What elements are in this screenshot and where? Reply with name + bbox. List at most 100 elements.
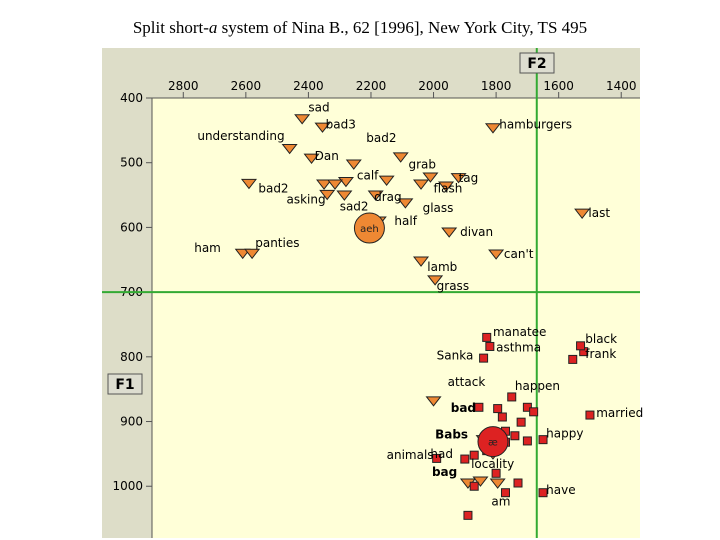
title-italic: a — [208, 18, 218, 37]
x-axis-label: F2 — [527, 56, 546, 72]
word-label: married — [596, 406, 643, 420]
word-label: black — [585, 332, 617, 346]
word-label: happy — [546, 427, 583, 441]
word-label: manatee — [493, 325, 546, 339]
lax-point — [485, 341, 495, 351]
word-label: Babs — [435, 427, 468, 441]
tense-point — [427, 275, 444, 286]
tense-point — [484, 123, 501, 134]
lax-mean-label: æ — [488, 438, 498, 449]
lax-point — [585, 410, 595, 420]
tense-point — [488, 249, 505, 260]
word-label: asking — [287, 192, 326, 206]
tense-point — [378, 175, 395, 186]
mean-markers: aeh æ — [353, 212, 509, 458]
lax-point — [576, 341, 586, 351]
lax-point — [479, 353, 489, 363]
word-label: flash — [434, 181, 463, 195]
word-label: have — [546, 483, 575, 497]
word-label: bad3 — [326, 117, 356, 131]
tense-point — [397, 198, 414, 209]
word-label: tag — [459, 171, 479, 185]
lax-point — [529, 407, 539, 417]
word-label: can't — [504, 247, 534, 261]
tense-point — [438, 181, 455, 192]
word-label: had — [430, 447, 453, 461]
lax-point — [538, 435, 548, 445]
tense-point — [574, 208, 591, 219]
y-tick-label: 400 — [120, 91, 143, 105]
lax-point — [463, 510, 473, 520]
tense-point — [244, 248, 261, 260]
word-label: hamburgers — [499, 117, 572, 131]
word-label: last — [588, 206, 610, 220]
word-label: sad2 — [340, 200, 369, 214]
lax-points — [432, 332, 595, 520]
word-label: happen — [515, 379, 560, 393]
tense-point — [294, 114, 311, 125]
lax-point — [469, 481, 479, 491]
lax-point — [568, 354, 578, 364]
tense-point — [314, 122, 331, 133]
word-label: ham — [194, 241, 221, 255]
tense-points — [234, 114, 591, 489]
x-tick-label: 2600 — [231, 79, 262, 93]
lax-point — [493, 404, 503, 414]
tense-point — [240, 178, 257, 190]
tense-point — [413, 256, 430, 267]
word-label: asthma — [496, 341, 541, 355]
f1-axis-label-box: F1 — [107, 373, 143, 395]
title-suffix: system of Nina B., 62 [1996], New York C… — [217, 18, 588, 37]
lax-point — [510, 431, 520, 441]
tense-point — [319, 189, 336, 201]
lax-point — [469, 450, 479, 460]
word-label: calf — [357, 169, 379, 183]
word-label: locality — [471, 457, 514, 471]
lax-point — [500, 488, 510, 498]
y-tick-label: 600 — [120, 220, 143, 234]
lax-point — [482, 332, 492, 342]
y-tick-label: 900 — [120, 415, 143, 429]
tense-mean-label: aeh — [360, 224, 379, 235]
lax-point — [460, 454, 470, 464]
word-label: Dan — [315, 149, 339, 163]
tense-point — [336, 190, 353, 201]
word-label: lamb — [427, 260, 457, 274]
tense-point — [326, 179, 344, 190]
y-axis-label: F1 — [115, 377, 134, 393]
lax-point — [497, 412, 507, 422]
f2-axis-label-box: F2 — [519, 52, 555, 74]
word-label: attack — [448, 375, 486, 389]
x-ticks: 2800 2600 2400 2200 2000 1800 1600 1400 — [168, 79, 637, 98]
tense-point — [392, 152, 409, 163]
lax-point — [474, 402, 484, 412]
y-tick-label: 500 — [120, 156, 143, 170]
word-label: drag — [374, 190, 402, 204]
word-label: Sanka — [437, 348, 474, 362]
word-label: bad — [451, 401, 476, 415]
tense-point — [316, 179, 333, 190]
word-label: grass — [437, 279, 469, 293]
word-label: divan — [460, 225, 493, 239]
tense-point — [413, 179, 430, 190]
lax-mean-marker — [477, 426, 509, 458]
x-tick-label: 1800 — [481, 79, 512, 93]
plot-area — [152, 98, 640, 538]
word-label: grab — [409, 158, 437, 172]
lax-point — [522, 402, 532, 412]
word-label: am — [491, 495, 510, 509]
tense-point — [425, 396, 442, 407]
x-tick-label: 1600 — [543, 79, 574, 93]
tense-point — [281, 143, 298, 155]
tense-point — [345, 159, 362, 170]
lax-point — [516, 417, 526, 427]
word-label: frank — [585, 347, 616, 361]
lax-point — [491, 468, 501, 478]
tense-point — [303, 153, 320, 164]
tense-point — [472, 476, 489, 487]
word-label: bad2 — [258, 181, 288, 195]
x-tick-label: 2800 — [168, 79, 199, 93]
tense-point — [441, 227, 458, 238]
